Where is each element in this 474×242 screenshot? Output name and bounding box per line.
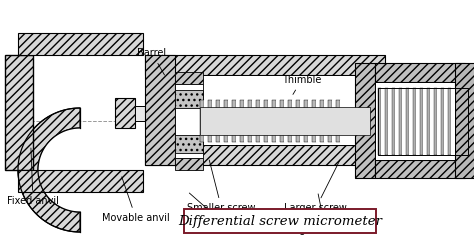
Bar (135, 106, 200, 121)
Bar (296, 100, 300, 142)
Bar (272, 100, 276, 142)
Text: Differential screw micrometer: Differential screw micrometer (178, 214, 382, 227)
Bar (175, 158, 203, 170)
Bar (145, 145, 385, 165)
Bar (145, 75, 385, 145)
Polygon shape (38, 128, 80, 212)
Bar (260, 100, 264, 142)
Bar (248, 100, 252, 142)
Text: Larger screw nut: Larger screw nut (284, 194, 367, 235)
Bar (200, 100, 204, 142)
Bar (392, 88, 395, 155)
Bar (276, 100, 280, 142)
Bar (360, 72, 378, 170)
Bar (175, 72, 203, 84)
Bar (395, 88, 399, 155)
Bar (208, 100, 212, 142)
Polygon shape (18, 108, 80, 232)
Bar (340, 100, 344, 142)
Bar (212, 100, 216, 142)
Bar (410, 88, 413, 155)
Bar (252, 100, 256, 142)
Bar (308, 100, 312, 142)
Bar (268, 100, 272, 142)
Bar (423, 88, 427, 155)
Bar (280, 100, 284, 142)
Bar (300, 100, 304, 142)
Bar (200, 107, 370, 135)
Bar (145, 55, 175, 165)
Bar (175, 135, 203, 153)
Bar (284, 100, 288, 142)
Bar (145, 55, 385, 75)
Bar (232, 100, 236, 142)
Bar (5, 55, 33, 170)
Bar (304, 100, 308, 142)
Bar (452, 88, 455, 155)
Bar (292, 100, 296, 142)
Bar (430, 88, 434, 155)
Text: Fixed anvil: Fixed anvil (7, 148, 59, 206)
Text: Smaller screw: Smaller screw (187, 160, 256, 213)
Bar (324, 100, 328, 142)
Bar (240, 100, 244, 142)
Bar (399, 88, 402, 155)
Bar (413, 88, 417, 155)
Bar (427, 88, 430, 155)
Text: Movable anvil: Movable anvil (102, 177, 170, 223)
Bar (332, 100, 336, 142)
Bar (288, 100, 292, 142)
Bar (375, 63, 465, 82)
Bar (224, 100, 228, 142)
Text: Barrel: Barrel (137, 48, 166, 75)
Bar (406, 88, 410, 155)
Text: Larger screw: Larger screw (284, 160, 347, 213)
Bar (355, 63, 375, 178)
Bar (402, 88, 406, 155)
Bar (445, 88, 448, 155)
Bar (204, 100, 208, 142)
Bar (455, 63, 474, 178)
Bar (256, 100, 260, 142)
Text: Smaller screw nut: Smaller screw nut (187, 193, 275, 235)
Text: Thimble: Thimble (282, 75, 321, 94)
Bar (382, 88, 385, 155)
Bar (389, 88, 392, 155)
Bar (448, 88, 452, 155)
Bar (316, 100, 320, 142)
Bar (336, 100, 340, 142)
Bar (328, 100, 332, 142)
Bar (115, 98, 135, 128)
FancyBboxPatch shape (184, 209, 376, 233)
Bar (378, 88, 468, 155)
Bar (420, 88, 423, 155)
Bar (320, 100, 324, 142)
Bar (434, 88, 438, 155)
Bar (441, 88, 445, 155)
Bar (228, 100, 232, 142)
Bar (18, 33, 143, 55)
Bar (378, 88, 382, 155)
Bar (175, 90, 203, 108)
Bar (175, 84, 203, 158)
Bar (417, 88, 420, 155)
Bar (236, 100, 240, 142)
Bar (18, 170, 143, 192)
Bar (375, 82, 465, 160)
Bar (312, 100, 316, 142)
Bar (385, 88, 389, 155)
Bar (216, 100, 220, 142)
Bar (244, 100, 248, 142)
Bar (375, 160, 465, 178)
Bar (438, 88, 441, 155)
Bar (264, 100, 268, 142)
Bar (220, 100, 224, 142)
